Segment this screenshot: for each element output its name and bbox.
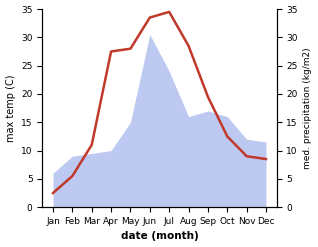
Y-axis label: max temp (C): max temp (C) <box>5 74 16 142</box>
Y-axis label: med. precipitation (kg/m2): med. precipitation (kg/m2) <box>303 47 313 169</box>
X-axis label: date (month): date (month) <box>121 231 198 242</box>
